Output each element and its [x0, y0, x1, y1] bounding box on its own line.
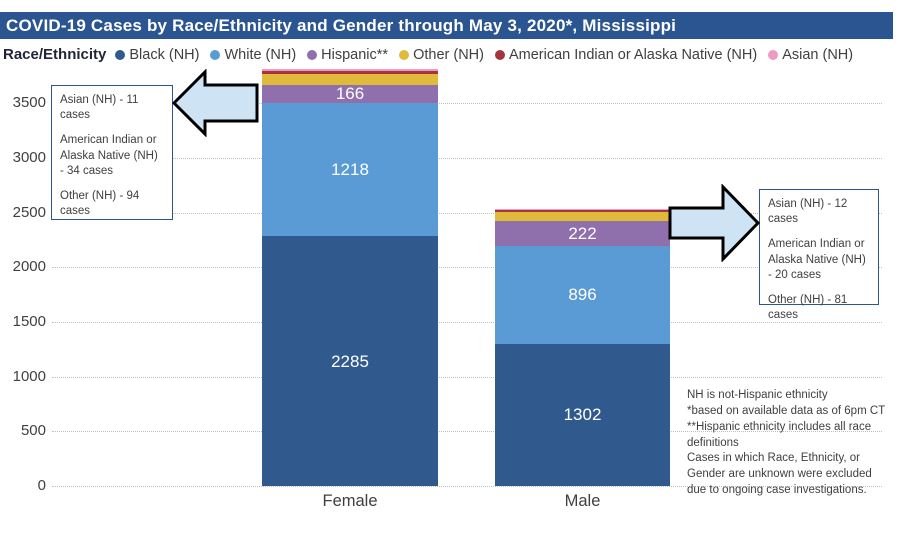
- gridline: [52, 321, 882, 323]
- gridline: [52, 431, 882, 433]
- x-axis-label-male: Male: [564, 492, 601, 510]
- y-axis-tick-label: 2000: [12, 258, 46, 276]
- y-axis-tick-label: 0: [37, 477, 46, 494]
- legend-item-asian-nh: Asian (NH): [768, 47, 853, 63]
- legend-item-hispanic: Hispanic**: [307, 47, 388, 63]
- right-block-arrow-icon: [668, 184, 761, 262]
- gridline: [52, 486, 882, 487]
- legend-item-label: Asian (NH): [782, 46, 854, 63]
- bar-segment-female-black-nh: 2285: [262, 236, 438, 486]
- male-small-segments-callout: Asian (NH) - 12 cases American Indian or…: [759, 189, 879, 321]
- bar-value-label: 896: [568, 285, 597, 305]
- footnote-line: *based on available data as of 6pm CT: [687, 404, 886, 417]
- bar-value-label: 222: [568, 223, 597, 243]
- bar-segment-male-hispanic: 222: [495, 221, 670, 246]
- legend-title: Race/Ethnicity: [3, 46, 107, 63]
- legend-swatch-icon: [210, 49, 221, 60]
- bar-segment-female-american-indian-or-alaska-native-nh: [262, 70, 438, 75]
- gridline: [52, 212, 882, 214]
- bar-segment-male-asian-nh: [495, 208, 670, 211]
- legend-item-white-nh: White (NH): [210, 47, 296, 63]
- female-small-segments-callout: Asian (NH) - 11 cases American Indian or…: [51, 85, 173, 220]
- bar-segment-female-hispanic: 166: [262, 84, 438, 104]
- gridline: [52, 103, 882, 105]
- y-axis-tick-label: 500: [20, 422, 46, 440]
- legend-item-black-nh: Black (NH): [115, 47, 199, 63]
- footnotes: NH is not-Hispanic ethnicity *based on a…: [687, 388, 891, 499]
- bar-segment-male-other-nh: [495, 212, 670, 222]
- bar-segment-male-white-nh: 896: [495, 245, 670, 344]
- legend-item-american-indian-or-alaska-native-nh: American Indian or Alaska Native (NH): [494, 46, 758, 63]
- title-bar: COVID-19 Cases by Race/Ethnicity and Gen…: [0, 12, 893, 39]
- legend-item-label: American Indian or Alaska Native (NH): [508, 46, 758, 63]
- bar-segment-male-black-nh: 1302: [495, 343, 670, 486]
- left-block-arrow-icon: [171, 69, 259, 137]
- y-axis-tick-label: 2500: [12, 203, 46, 221]
- gridline: [52, 157, 882, 159]
- bar-value-label: 166: [335, 84, 365, 104]
- bar-segment-female-white-nh: 1218: [262, 102, 438, 237]
- bar-value-label: 1302: [563, 405, 602, 425]
- y-axis-tick-label: 1000: [12, 367, 46, 385]
- bar-segment-female-other-nh: [262, 74, 438, 85]
- callout-line: American Indian or Alaska Native (NH) - …: [60, 134, 158, 177]
- y-axis-tick-label: 1500: [12, 312, 46, 330]
- callout-line: American Indian or Alaska Native (NH) - …: [768, 238, 866, 281]
- legend-swatch-icon: [115, 49, 126, 60]
- y-axis-tick-label: 3500: [12, 94, 46, 112]
- legend-item-label: Black (NH): [129, 46, 200, 63]
- legend-item-label: Hispanic**: [321, 46, 389, 63]
- legend-item-label: White (NH): [224, 46, 297, 63]
- gridline: [52, 376, 882, 378]
- footnote-line: NH is not-Hispanic ethnicity: [687, 389, 828, 401]
- x-axis-label-female: Female: [322, 492, 378, 510]
- legend-swatch-icon: [399, 49, 410, 60]
- bar-segment-female-asian-nh: [262, 69, 438, 71]
- legend-items: Black (NH) White (NH) Hispanic** Other (NH)…: [115, 47, 853, 63]
- bar-segment-male-american-indian-or-alaska-native-nh: [495, 210, 670, 213]
- bar-value-label: 2285: [331, 351, 369, 371]
- legend-item-label: Other (NH): [413, 46, 484, 63]
- legend-swatch-icon: [307, 49, 318, 60]
- legend-swatch-icon: [494, 49, 505, 60]
- bar-value-label: 1218: [331, 159, 369, 179]
- callout-line: Other (NH) - 81 cases: [768, 293, 848, 322]
- y-axis-tick-label: 3000: [12, 148, 46, 166]
- footnote-line: **Hispanic ethnicity includes all race d…: [687, 420, 872, 449]
- callout-line: Asian (NH) - 11 cases: [60, 94, 139, 122]
- page-title: COVID-19 Cases by Race/Ethnicity and Gen…: [6, 15, 677, 35]
- callout-line: Other (NH) - 94 cases: [60, 189, 140, 218]
- legend-swatch-icon: [768, 49, 779, 60]
- callout-line: Asian (NH) - 12 cases: [768, 198, 848, 226]
- footnote-line: Cases in which Race, Ethnicity, or Gende…: [687, 452, 872, 497]
- gridline: [52, 267, 882, 269]
- legend-item-other-nh: Other (NH): [399, 47, 484, 63]
- legend: Race/Ethnicity Black (NH) White (NH) Hispa…: [3, 46, 853, 63]
